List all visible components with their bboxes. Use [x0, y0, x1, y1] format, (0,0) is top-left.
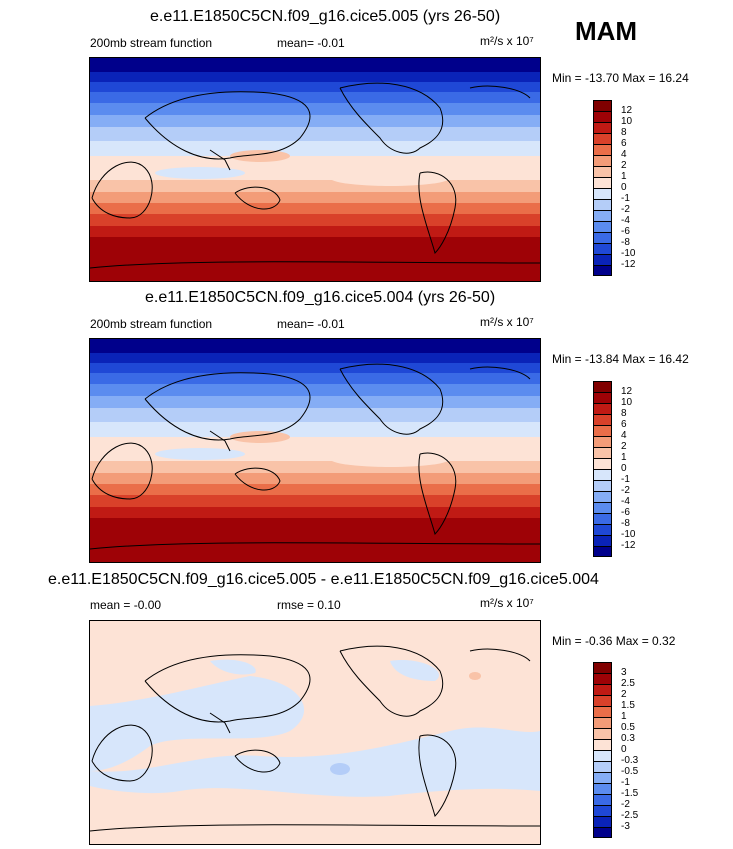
colorbar-tick-label: -12 [621, 259, 636, 270]
panel3-rmse-label: rmse = 0.10 [277, 598, 341, 612]
panel3-mean-label: mean = -0.00 [90, 598, 162, 612]
colorbar-tick-label: -2 [621, 799, 630, 810]
colorbar-tick-label: 2 [621, 689, 627, 700]
colorbar-tick-label: -2 [621, 485, 630, 496]
panel2-variable-label: 200mb stream function [90, 317, 213, 331]
colorbar-tick-label: 2.5 [621, 678, 635, 689]
colorbar-tick-label: -1 [621, 777, 630, 788]
panel1-units: m²/s x 10⁷ [480, 34, 534, 48]
panel3-coastlines [90, 645, 540, 832]
colorbar-tick-label: 6 [621, 138, 627, 149]
colorbar-tick-label: 8 [621, 408, 627, 419]
colorbar-tick-label: 1.5 [621, 700, 635, 711]
panel2-minmax: Min = -13.84 Max = 16.42 [552, 352, 689, 366]
colorbar-tick-label: -1 [621, 474, 630, 485]
colorbar-tick-label: -6 [621, 226, 630, 237]
panel1-mean-label: mean= -0.01 [277, 36, 345, 50]
colorbar-tick-label: -4 [621, 496, 630, 507]
colorbar-tick-label: -12 [621, 540, 636, 551]
colorbar-tick-label: 10 [621, 397, 633, 408]
panel2-coastlines [90, 363, 540, 550]
colorbar-tick-label: 8 [621, 127, 627, 138]
panel3-minmax: Min = -0.36 Max = 0.32 [552, 634, 676, 648]
colorbar-tick-label: 0.3 [621, 733, 635, 744]
colorbar-tick-label: -8 [621, 237, 630, 248]
panel2-units: m²/s x 10⁷ [480, 315, 534, 329]
panel1-coastlines [90, 82, 540, 269]
colorbar-tick-label: 4 [621, 149, 627, 160]
colorbar-tick-label: 10 [621, 116, 633, 127]
colorbar-tick-label: 12 [621, 386, 633, 397]
panel3-units: m²/s x 10⁷ [480, 596, 534, 610]
colorbar-tick-label: 6 [621, 419, 627, 430]
panel3-map [89, 620, 541, 845]
colorbar-tick-label: -2.5 [621, 810, 639, 821]
colorbar-tick-label: -10 [621, 248, 636, 259]
colorbar-tick-label: 0.5 [621, 722, 635, 733]
panel1-variable-label: 200mb stream function [90, 36, 213, 50]
colorbar-tick-label: 3 [621, 667, 627, 678]
colorbar-tick-label: -3 [621, 821, 630, 832]
colorbar-tick-label: 12 [621, 105, 633, 116]
panel1-field [90, 58, 540, 281]
colorbar-tick-label: 2 [621, 160, 627, 171]
colorbar-tick-label: -2 [621, 204, 630, 215]
colorbar-tick-label: -0.3 [621, 755, 639, 766]
colorbar-tick-label: 0 [621, 182, 627, 193]
panel1-map [89, 57, 541, 282]
colorbar-tick-label: -1.5 [621, 788, 639, 799]
colorbar-tick-label: -0.5 [621, 766, 639, 777]
colorbar-tick-label: 2 [621, 441, 627, 452]
colorbar-tick-label: 1 [621, 171, 627, 182]
colorbar-tick-label: 1 [621, 711, 627, 722]
season-label: MAM [575, 16, 638, 46]
panel3-title: e.e11.E1850C5CN.f09_g16.cice5.005 - e.e1… [48, 571, 599, 588]
colorbar-tick-label: 1 [621, 452, 627, 463]
colorbar-tick-label: 0 [621, 744, 627, 755]
panel2-field [90, 339, 540, 562]
colorbar-tick-label: 4 [621, 430, 627, 441]
colorbar-tick-label: 0 [621, 463, 627, 474]
panel2-map [89, 338, 541, 563]
colorbar-tick-label: -1 [621, 193, 630, 204]
panel2-title: e.e11.E1850C5CN.f09_g16.cice5.004 (yrs 2… [145, 289, 496, 306]
panel1-minmax: Min = -13.70 Max = 16.24 [552, 71, 689, 85]
panel1-title: e.e11.E1850C5CN.f09_g16.cice5.005 (yrs 2… [150, 8, 501, 25]
panel3-field [90, 621, 540, 844]
colorbar-tick-label: -10 [621, 529, 636, 540]
panel2-mean-label: mean= -0.01 [277, 317, 345, 331]
colorbar-tick-label: -6 [621, 507, 630, 518]
colorbar-tick-label: -8 [621, 518, 630, 529]
colorbar-tick-label: -4 [621, 215, 630, 226]
